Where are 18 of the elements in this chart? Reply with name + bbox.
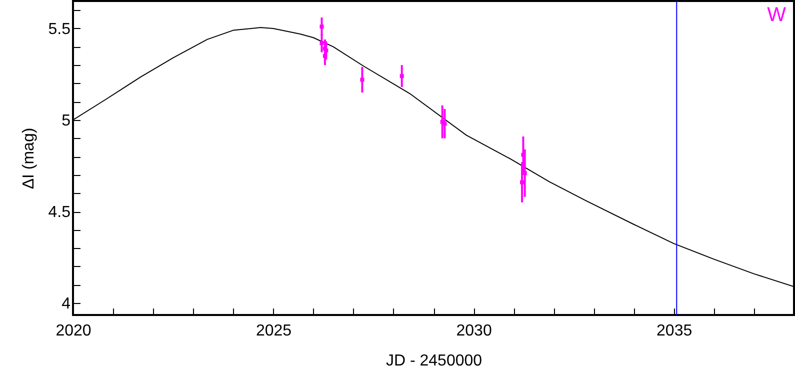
y-tick-label: 4.5 — [48, 204, 71, 222]
y-tick-label: 4 — [62, 296, 71, 313]
y-tick-label: 5.5 — [48, 20, 71, 38]
x-tick-label: 2035 — [656, 322, 692, 340]
point — [442, 122, 447, 126]
point — [360, 78, 364, 82]
x-tick-label: 2030 — [456, 322, 492, 340]
point — [400, 74, 404, 78]
point — [320, 41, 324, 46]
x-tick-label: 2020 — [56, 322, 92, 340]
x-tick-label: 2025 — [256, 322, 292, 340]
x-axis-title: JD - 2450000 — [386, 352, 482, 370]
point — [520, 180, 524, 184]
annotation: W — [767, 4, 786, 26]
y-axis-title: ΔI (mag) — [20, 128, 38, 190]
point — [320, 24, 324, 29]
y-tick-label: 5 — [62, 112, 71, 130]
point — [522, 171, 527, 176]
